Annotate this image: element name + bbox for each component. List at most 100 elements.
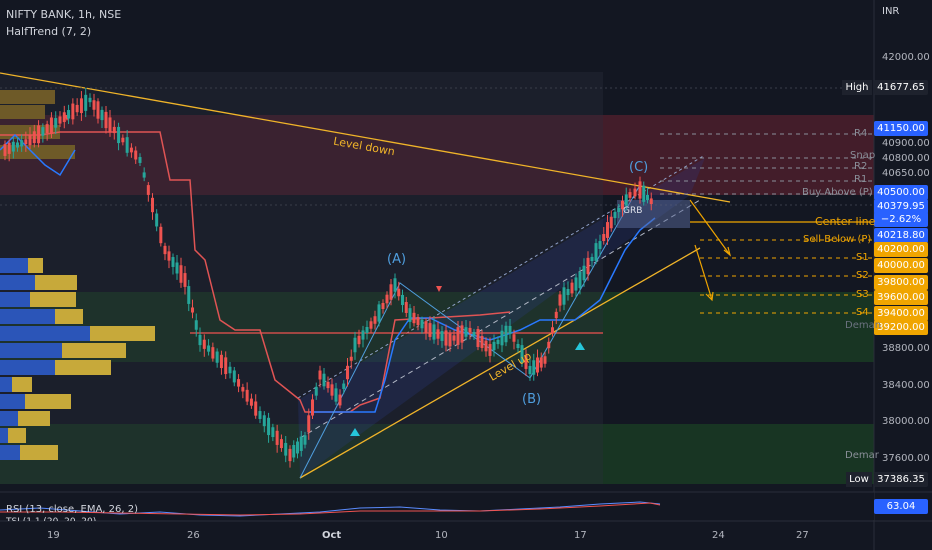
candle-body	[322, 373, 326, 387]
candle-body	[536, 357, 539, 373]
candle-body	[71, 103, 75, 120]
candle-body	[245, 389, 249, 402]
volume-profile	[0, 90, 155, 460]
candle-body	[393, 278, 397, 292]
candle-body	[480, 336, 484, 348]
candle-body	[284, 442, 288, 456]
candle-body	[385, 294, 389, 304]
candle-body	[436, 329, 440, 339]
date-tick: 26	[187, 530, 200, 541]
supply-zone	[0, 115, 874, 195]
candle-body	[202, 339, 206, 349]
candle-body	[594, 243, 598, 261]
candle-body	[267, 417, 271, 436]
candle-body	[215, 351, 219, 363]
candle-body	[314, 386, 318, 396]
price-tick: 40650.00	[882, 168, 930, 179]
candle-body	[24, 139, 28, 145]
candle-body	[75, 104, 79, 113]
wave-label-a: (A)	[387, 252, 407, 267]
candle-body	[254, 401, 258, 416]
price-tick: 42000.00	[882, 52, 930, 63]
candle-body	[187, 286, 191, 304]
wave-label-c: (C)	[629, 160, 649, 175]
demand-label-lower: Demar	[845, 450, 879, 461]
candle-body	[20, 140, 24, 147]
candle-body	[613, 211, 617, 219]
candle-body	[460, 325, 464, 343]
candle-body	[381, 302, 385, 310]
candle-body	[237, 379, 241, 387]
candle-body	[468, 327, 472, 333]
candle-body	[373, 316, 377, 324]
currency-label: INR	[882, 6, 900, 17]
candle-body	[516, 343, 520, 349]
candle-body	[232, 370, 236, 383]
level-price-tag: 39600.00	[874, 290, 928, 305]
candle-body	[11, 141, 15, 152]
candle-body	[578, 271, 582, 289]
candle-body	[456, 327, 460, 345]
candle-body	[377, 304, 381, 322]
candle-body	[432, 324, 436, 340]
candle-body	[318, 370, 322, 380]
candle-body	[326, 381, 330, 389]
candle-body	[171, 257, 175, 267]
candle-body	[633, 188, 637, 197]
candle-body	[492, 341, 496, 351]
level-price-tag: 40000.00	[874, 258, 928, 273]
candle-body	[219, 354, 223, 369]
halftrend-red	[0, 131, 511, 413]
level-label-r2: R2	[854, 161, 868, 172]
candle-body	[452, 335, 456, 341]
candle-body	[292, 444, 296, 458]
low-price-tag: 37386.35	[874, 472, 928, 487]
candle-body	[79, 98, 83, 114]
candle-body	[464, 327, 468, 337]
candle-body	[582, 265, 586, 281]
candle-body	[508, 325, 512, 335]
candle-body	[45, 124, 49, 134]
candle-body	[389, 284, 393, 300]
symbol-title[interactable]: NIFTY BANK, 1h, NSE	[6, 8, 122, 21]
candle-body	[183, 273, 187, 287]
candle-body	[28, 134, 32, 146]
candle-body	[420, 319, 424, 329]
level-label-s3: S3	[856, 289, 869, 300]
low-name-tag: Low	[846, 472, 872, 487]
candle-body	[496, 339, 500, 345]
candle-body	[167, 251, 171, 261]
candle-body	[117, 126, 121, 144]
shaded-range	[0, 72, 603, 484]
candle-body	[108, 117, 112, 133]
indicator-label[interactable]: HalfTrend (7, 2)	[6, 25, 92, 38]
candle-body	[609, 216, 613, 229]
level-label-s2: S2	[856, 270, 869, 281]
candle-body	[121, 137, 125, 143]
candle-body	[602, 234, 606, 241]
oscillator-label-2[interactable]: TSI (1.1 (20, 20, 20)	[6, 517, 96, 521]
candle-body	[104, 111, 108, 129]
candle-body	[211, 347, 215, 359]
candle-body	[296, 441, 299, 454]
candle-body	[142, 172, 146, 178]
candle-body	[543, 356, 547, 364]
candle-body	[621, 200, 624, 210]
price-tick: 38400.00	[882, 380, 930, 391]
candle-body	[539, 357, 543, 368]
price-tag: 40218.80	[874, 228, 928, 243]
wave-label-b: (B)	[522, 392, 542, 407]
level-price-tag: 39800.00	[874, 275, 928, 290]
candle-body	[49, 117, 53, 134]
oscillator-label[interactable]: RSI (13, close, EMA, 26, 2)	[6, 504, 139, 515]
high-name-tag: High	[842, 80, 872, 95]
high-price-tag: 41677.65	[874, 80, 928, 95]
candle-body	[134, 150, 138, 160]
price-tick: 40800.00	[882, 153, 930, 164]
date-tick: Oct	[322, 530, 342, 541]
candle-body	[624, 194, 628, 206]
candle-body	[334, 388, 338, 402]
candle-body	[646, 194, 649, 201]
candle-body	[500, 330, 504, 346]
